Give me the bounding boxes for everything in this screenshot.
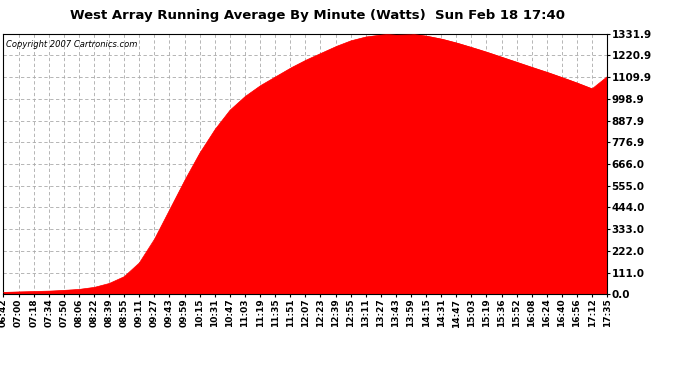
Text: West Array Running Average By Minute (Watts)  Sun Feb 18 17:40: West Array Running Average By Minute (Wa… <box>70 9 565 22</box>
Text: Copyright 2007 Cartronics.com: Copyright 2007 Cartronics.com <box>6 40 138 49</box>
